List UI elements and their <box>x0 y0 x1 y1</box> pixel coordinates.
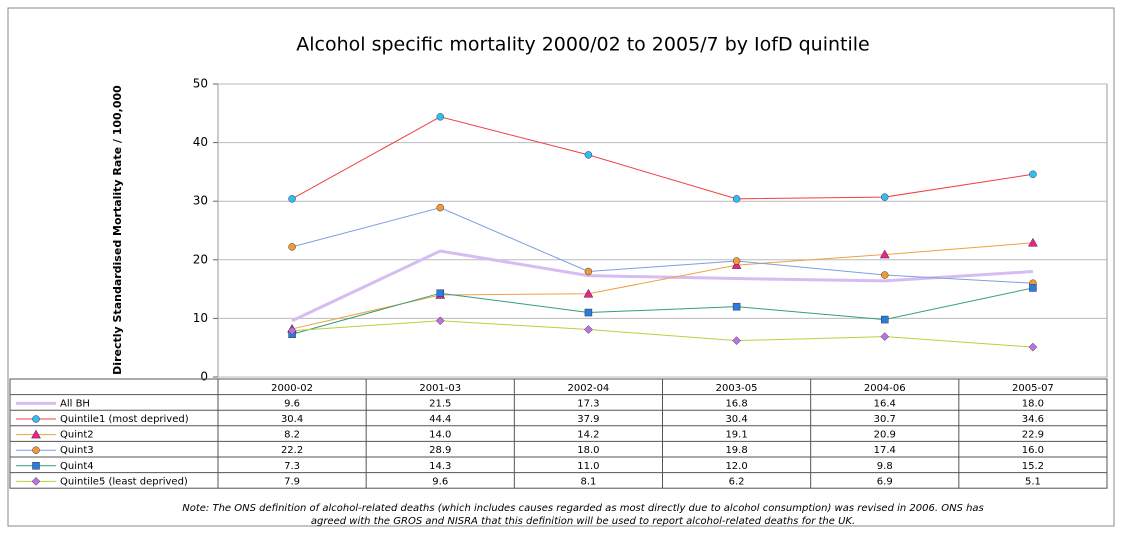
table-cell: 17.3 <box>577 398 599 409</box>
legend-label: Quintile1 (most deprived) <box>60 414 189 425</box>
table-cell: 37.9 <box>577 414 599 425</box>
table-cell: 22.9 <box>1022 430 1044 441</box>
x-tick-label: 2005-07 <box>1012 383 1054 394</box>
marker <box>436 113 444 121</box>
series-line <box>291 287 1034 335</box>
y-tick-label: 50 <box>193 77 208 91</box>
marker <box>287 326 297 336</box>
table-cell: 15.2 <box>1022 461 1044 472</box>
y-tick-label: 40 <box>193 135 208 149</box>
table-cell: 19.8 <box>725 445 747 456</box>
table-cell: 44.4 <box>429 414 451 425</box>
table-cell: 7.9 <box>284 476 300 487</box>
table-cell: 19.1 <box>725 430 747 441</box>
marker <box>31 429 41 439</box>
series-line <box>291 207 1033 284</box>
table-cell: 28.9 <box>429 445 451 456</box>
marker <box>881 271 889 279</box>
marker <box>31 477 41 486</box>
y-tick-label: 0 <box>200 370 208 384</box>
table-cell: 34.6 <box>1022 414 1044 425</box>
legend-label: Quint3 <box>60 445 94 456</box>
table-cell: 12.0 <box>725 461 747 472</box>
x-tick-label: 2004-06 <box>864 383 906 394</box>
x-tick-label: 2003-05 <box>716 383 758 394</box>
series-line <box>292 320 1033 348</box>
table-cell: 14.2 <box>577 430 599 441</box>
note: agreed with the GROS and NISRA that this… <box>311 516 855 527</box>
marker <box>732 302 741 311</box>
table-cell: 16.0 <box>1022 445 1044 456</box>
marker <box>881 193 889 201</box>
marker <box>1029 170 1037 178</box>
table-cell: 9.8 <box>877 461 893 472</box>
series-line <box>291 249 1034 323</box>
marker <box>32 462 40 470</box>
y-tick-label: 10 <box>193 311 208 325</box>
table-cell: 30.4 <box>281 414 303 425</box>
marker <box>879 249 890 259</box>
table-cell: 6.2 <box>729 476 745 487</box>
plot-area <box>217 83 1108 378</box>
marker <box>584 308 593 317</box>
legend-label: Quint2 <box>60 430 94 441</box>
series-line <box>291 116 1033 200</box>
marker <box>584 325 593 334</box>
series-line <box>291 242 1033 330</box>
table-cell: 7.3 <box>284 461 300 472</box>
legend-label: Quint4 <box>60 461 94 472</box>
table-cell: 16.8 <box>725 398 747 409</box>
x-tick-label: 2002-04 <box>568 383 610 394</box>
table-cell: 8.1 <box>580 476 596 487</box>
marker <box>1028 342 1038 352</box>
table-cell: 16.4 <box>874 398 896 409</box>
table-cell: 21.5 <box>429 398 451 409</box>
table-cell: 18.0 <box>577 445 599 456</box>
chart-title: Alcohol specific mortality 2000/02 to 20… <box>296 34 870 56</box>
table-cell: 11.0 <box>577 461 599 472</box>
note: Note: The ONS definition of alcohol-rela… <box>182 503 984 514</box>
marker <box>288 243 296 251</box>
y-tick-label: 20 <box>193 252 208 266</box>
table-cell: 14.3 <box>429 461 451 472</box>
table-cell: 9.6 <box>432 476 448 487</box>
table-cell: 14.0 <box>429 430 451 441</box>
x-tick-label: 2000-02 <box>271 383 313 394</box>
table-cell: 9.6 <box>284 398 300 409</box>
marker <box>881 315 889 324</box>
marker <box>288 195 296 203</box>
marker <box>584 267 593 276</box>
table-cell: 17.4 <box>874 445 896 456</box>
marker <box>436 289 444 297</box>
table-cell: 22.2 <box>281 445 303 456</box>
table-cell: 30.4 <box>725 414 747 425</box>
table-cell: 5.1 <box>1025 476 1041 487</box>
marker <box>1029 284 1037 292</box>
marker <box>732 257 741 265</box>
table-cell: 30.7 <box>874 414 896 425</box>
marker <box>435 316 445 326</box>
y-axis-label: Directly Standardised Mortality Rate / 1… <box>111 85 124 375</box>
marker <box>732 195 741 203</box>
legend-label: Quintile5 (least deprived) <box>60 476 188 487</box>
table-cell: 8.2 <box>284 430 300 441</box>
table-cell: 18.0 <box>1022 398 1044 409</box>
marker <box>436 203 444 212</box>
marker <box>32 446 40 454</box>
legend-label: All BH <box>60 398 90 409</box>
marker <box>584 151 593 159</box>
marker <box>1027 237 1038 247</box>
table-cell: 20.9 <box>874 430 896 441</box>
table-cell: 6.9 <box>877 476 893 487</box>
marker <box>880 332 890 341</box>
marker <box>583 288 594 298</box>
y-tick-label: 30 <box>193 194 208 208</box>
marker <box>32 415 40 423</box>
x-tick-label: 2001-03 <box>419 383 461 394</box>
marker <box>732 336 741 346</box>
